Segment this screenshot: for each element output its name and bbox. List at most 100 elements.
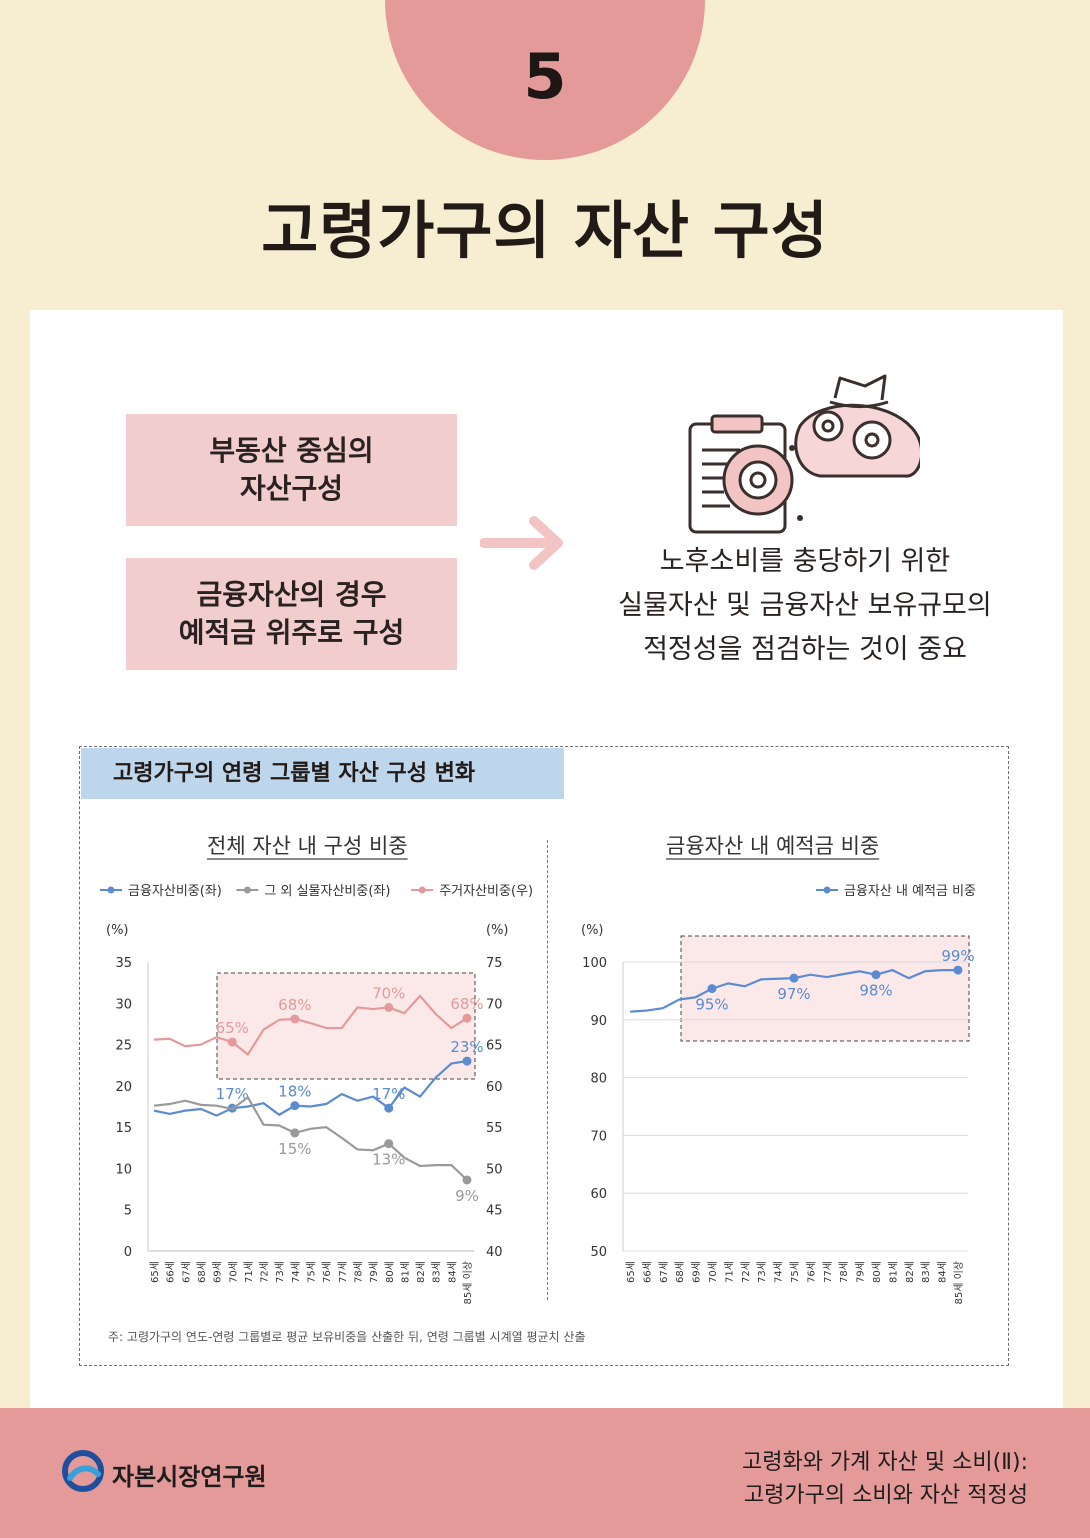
x-tick-label: 77세	[337, 1261, 349, 1283]
data-point	[789, 973, 799, 983]
y-tick-label: 30	[115, 997, 132, 1012]
chart2-title: 금융자산 내 예적금 비중	[666, 834, 880, 858]
data-point	[707, 984, 717, 994]
x-tick-label: 69세	[691, 1261, 703, 1283]
section-number: 5	[523, 40, 567, 113]
data-label: 98%	[859, 982, 892, 1000]
y-tick-label: 10	[115, 1162, 132, 1177]
y-tick-label: 5	[124, 1204, 132, 1219]
x-tick-label: 81세	[887, 1261, 899, 1283]
y-tick-label: 25	[115, 1039, 132, 1054]
y-right-tick-label: 70	[486, 997, 503, 1012]
x-tick-label: 73세	[756, 1261, 768, 1283]
y-right-unit: (%)	[486, 923, 509, 938]
y-tick-label: 20	[115, 1080, 132, 1095]
data-point	[227, 1037, 237, 1047]
x-tick-label: 66세	[641, 1261, 653, 1283]
legend-marker	[418, 886, 426, 894]
highlight-box	[216, 972, 476, 1080]
legend-marker	[243, 886, 251, 894]
x-tick-label: 78세	[838, 1261, 850, 1283]
legend-marker	[107, 886, 115, 894]
x-tick-label: 72세	[259, 1261, 271, 1283]
point-box-deposits: 금융자산의 경우 예적금 위주로 구성	[126, 558, 457, 670]
x-tick-label: 65세	[149, 1261, 161, 1283]
x-tick-label: 81세	[399, 1261, 411, 1283]
y-tick-label: 60	[590, 1187, 607, 1202]
data-point	[384, 1103, 394, 1113]
x-tick-label: 82세	[415, 1261, 427, 1283]
footer	[0, 1408, 1090, 1538]
data-label: 23%	[450, 1038, 483, 1056]
report-title: 고령화와 가계 자산 및 소비(Ⅱ): 고령가구의 소비와 자산 적정성	[741, 1450, 1028, 1508]
data-point	[462, 1175, 472, 1185]
data-point	[871, 970, 881, 980]
data-label: 17%	[372, 1085, 405, 1103]
x-tick-label: 79세	[855, 1261, 867, 1283]
legend-label: 금융자산 내 예적금 비중	[844, 884, 976, 899]
x-tick-label: 67세	[180, 1261, 192, 1283]
y-tick-label: 90	[590, 1014, 607, 1029]
data-point	[462, 1056, 472, 1066]
y-tick-label: 100	[582, 956, 607, 971]
x-tick-label: 70세	[707, 1261, 719, 1283]
chart1-title: 전체 자산 내 구성 비중	[207, 834, 408, 858]
data-label: 95%	[695, 996, 728, 1014]
y-tick-label: 50	[590, 1245, 607, 1260]
data-label: 65%	[216, 1019, 249, 1037]
y-tick-label: 15	[115, 1121, 132, 1136]
highlight-box	[680, 935, 970, 1042]
y-left-unit: (%)	[106, 923, 129, 938]
y-unit: (%)	[581, 923, 604, 938]
y-right-tick-label: 40	[486, 1245, 503, 1260]
x-tick-label: 76세	[321, 1261, 333, 1283]
data-point	[953, 965, 963, 975]
x-tick-label: 68세	[674, 1261, 686, 1283]
x-tick-label: 76세	[805, 1261, 817, 1283]
data-label: 13%	[372, 1151, 405, 1169]
y-tick-label: 35	[115, 956, 132, 971]
x-tick-label: 71세	[243, 1261, 255, 1283]
arrow-icon	[480, 516, 563, 570]
x-tick-label: 85세 이상	[462, 1261, 474, 1305]
org-logo-icon	[62, 1450, 104, 1492]
x-tick-label: 68세	[196, 1261, 208, 1283]
data-point	[290, 1101, 300, 1111]
x-tick-label: 67세	[658, 1261, 670, 1283]
x-tick-label: 70세	[227, 1261, 239, 1283]
y-tick-label: 0	[124, 1245, 132, 1260]
chart1-svg: 0 5 10 15 20 25 30 35 40 45 50 55 60 65 70 75 (%) (%) 65세 6…	[100, 884, 533, 1305]
x-tick-label: 77세	[822, 1261, 834, 1283]
asset-analysis-icon	[688, 374, 920, 534]
y-right-tick-label: 45	[486, 1204, 503, 1219]
x-tick-label: 65세	[625, 1261, 637, 1283]
y-right-tick-label: 50	[486, 1162, 503, 1177]
series-line	[153, 1095, 468, 1181]
chart-panel	[79, 746, 1009, 1366]
x-tick-label: 69세	[212, 1261, 224, 1283]
legend-label: 금융자산비중(좌)	[128, 884, 222, 899]
x-tick-label: 80세	[871, 1261, 883, 1283]
x-tick-label: 83세	[431, 1261, 443, 1283]
x-tick-label: 74세	[290, 1261, 302, 1283]
chart-note: 주: 고령가구의 연도-연령 그룹별로 평균 보유비중을 산출한 뒤, 연령 그…	[108, 1330, 586, 1344]
series-line	[153, 1059, 468, 1117]
x-tick-label: 75세	[789, 1261, 801, 1283]
y-tick-label: 80	[590, 1072, 607, 1087]
data-label: 17%	[216, 1085, 249, 1103]
x-tick-label: 78세	[352, 1261, 364, 1283]
chart-divider	[547, 840, 548, 1300]
data-point	[290, 1128, 300, 1138]
y-right-tick-label: 75	[486, 956, 503, 971]
x-tick-label: 75세	[306, 1261, 318, 1283]
conclusion-text: 노후소비를 충당하기 위한 실물자산 및 금융자산 보유규모의 적정성을 점검하…	[618, 546, 992, 665]
data-label: 99%	[941, 947, 974, 965]
chart2-svg: 50 60 70 80 90 100 (%) 65세 66세 67세 68세 69세 70세 71세 72세…	[581, 884, 976, 1305]
data-label: 68%	[450, 995, 483, 1013]
x-tick-label: 84세	[446, 1261, 458, 1283]
y-right-tick-label: 65	[486, 1039, 503, 1054]
series-line	[153, 994, 468, 1057]
page-title: 고령가구의 자산 구성	[261, 194, 829, 267]
data-label: 70%	[372, 984, 405, 1002]
legend-label: 주거자산비중(우)	[439, 884, 533, 899]
